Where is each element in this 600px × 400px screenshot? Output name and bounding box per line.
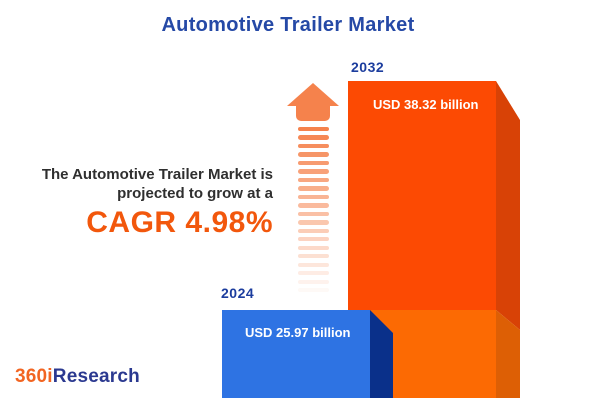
arrow-stripe xyxy=(297,194,329,200)
arrow-stripe xyxy=(297,228,329,233)
growth-annotation: The Automotive Trailer Market is project… xyxy=(42,165,273,240)
arrow-stripe xyxy=(297,288,329,293)
growth-arrow-icon xyxy=(287,83,339,297)
year-label-2024: 2024 xyxy=(221,285,255,301)
arrow-stripe xyxy=(297,254,329,259)
arrow-stripe xyxy=(297,160,329,166)
year-label-2032: 2032 xyxy=(351,59,385,75)
value-label-2024: USD 25.97 billion xyxy=(245,325,351,340)
cagr-value: CAGR 4.98% xyxy=(86,206,273,239)
logo-part-360i: 360i xyxy=(15,366,53,387)
arrow-stripe xyxy=(297,211,329,217)
arrow-stripe xyxy=(297,203,329,208)
arrow-stripe xyxy=(297,262,329,267)
arrow-stub xyxy=(296,105,330,121)
arrow-stripe xyxy=(297,271,329,276)
arrow-stripe xyxy=(297,177,329,183)
arrow-stripe xyxy=(297,152,329,157)
annotation-line-1: The Automotive Trailer Market is xyxy=(41,166,273,183)
bar-2032-front-upper xyxy=(348,81,496,310)
arrow-head-icon xyxy=(287,83,339,106)
bar-2032-side-upper xyxy=(496,81,520,330)
arrow-stripe xyxy=(297,135,329,140)
arrow-stripe xyxy=(297,127,329,132)
arrow-stripe xyxy=(297,279,329,284)
logo-part-research: Research xyxy=(52,366,140,387)
arrow-stripe xyxy=(297,245,329,250)
company-logo: 360iResearch xyxy=(15,366,140,388)
bar-2024-front xyxy=(222,310,370,398)
annotation-line-2: projected to grow at a xyxy=(117,185,273,202)
bar-2024-side xyxy=(370,310,393,398)
arrow-stripe xyxy=(297,220,329,225)
arrow-stripe xyxy=(297,237,329,242)
chart-title: Automotive Trailer Market xyxy=(161,14,415,36)
arrow-fading-stripes xyxy=(297,127,329,293)
arrow-stripe xyxy=(297,143,329,149)
bar-2032-side-lower xyxy=(496,310,520,398)
value-label-2032: USD 38.32 billion xyxy=(373,97,479,112)
arrow-stripe xyxy=(297,186,329,191)
arrow-stripe xyxy=(297,169,329,174)
